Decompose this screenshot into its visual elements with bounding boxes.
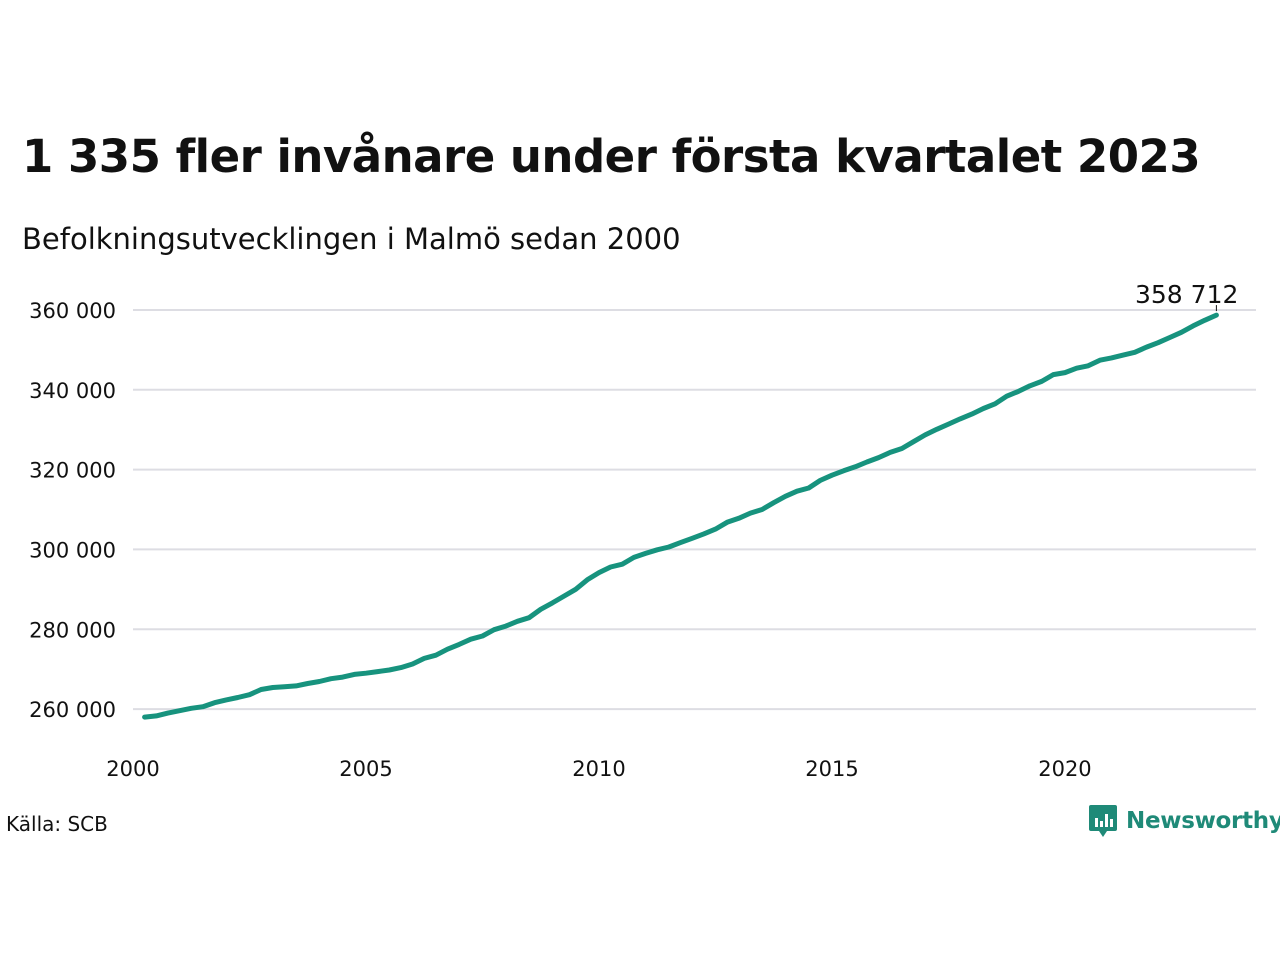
source-note: Källa: SCB <box>6 812 108 836</box>
brand-logo: Newsworthy <box>1088 804 1280 838</box>
y-axis-ticks: 260 000 280 000 300 000 320 000 340 000 360 0… <box>29 299 116 722</box>
y-tick-label: 340 000 <box>29 379 116 403</box>
y-tick-label: 320 000 <box>29 459 116 483</box>
chart-subtitle: Befolkningsutvecklingen i Malmö sedan 20… <box>22 222 681 256</box>
y-tick-label: 280 000 <box>29 618 116 642</box>
grid-lines <box>133 308 1256 711</box>
y-tick-label: 260 000 <box>29 698 116 722</box>
x-tick-label: 2010 <box>572 757 625 781</box>
y-tick-label: 360 000 <box>29 299 116 323</box>
population-series-line <box>142 312 1219 720</box>
end-value-label: 358 712 <box>1135 280 1238 309</box>
y-tick-label: 300 000 <box>29 538 116 562</box>
x-tick-label: 2015 <box>805 757 858 781</box>
x-tick-label: 2020 <box>1038 757 1091 781</box>
x-tick-label: 2000 <box>106 757 159 781</box>
brand-name: Newsworthy <box>1126 808 1280 834</box>
x-tick-label: 2005 <box>339 757 392 781</box>
bar-chart-speech-bubble-icon <box>1089 805 1117 837</box>
x-axis-ticks: 2000 2005 2010 2015 2020 <box>106 757 1091 781</box>
chart-title: 1 335 fler invånare under första kvartal… <box>22 130 1201 183</box>
